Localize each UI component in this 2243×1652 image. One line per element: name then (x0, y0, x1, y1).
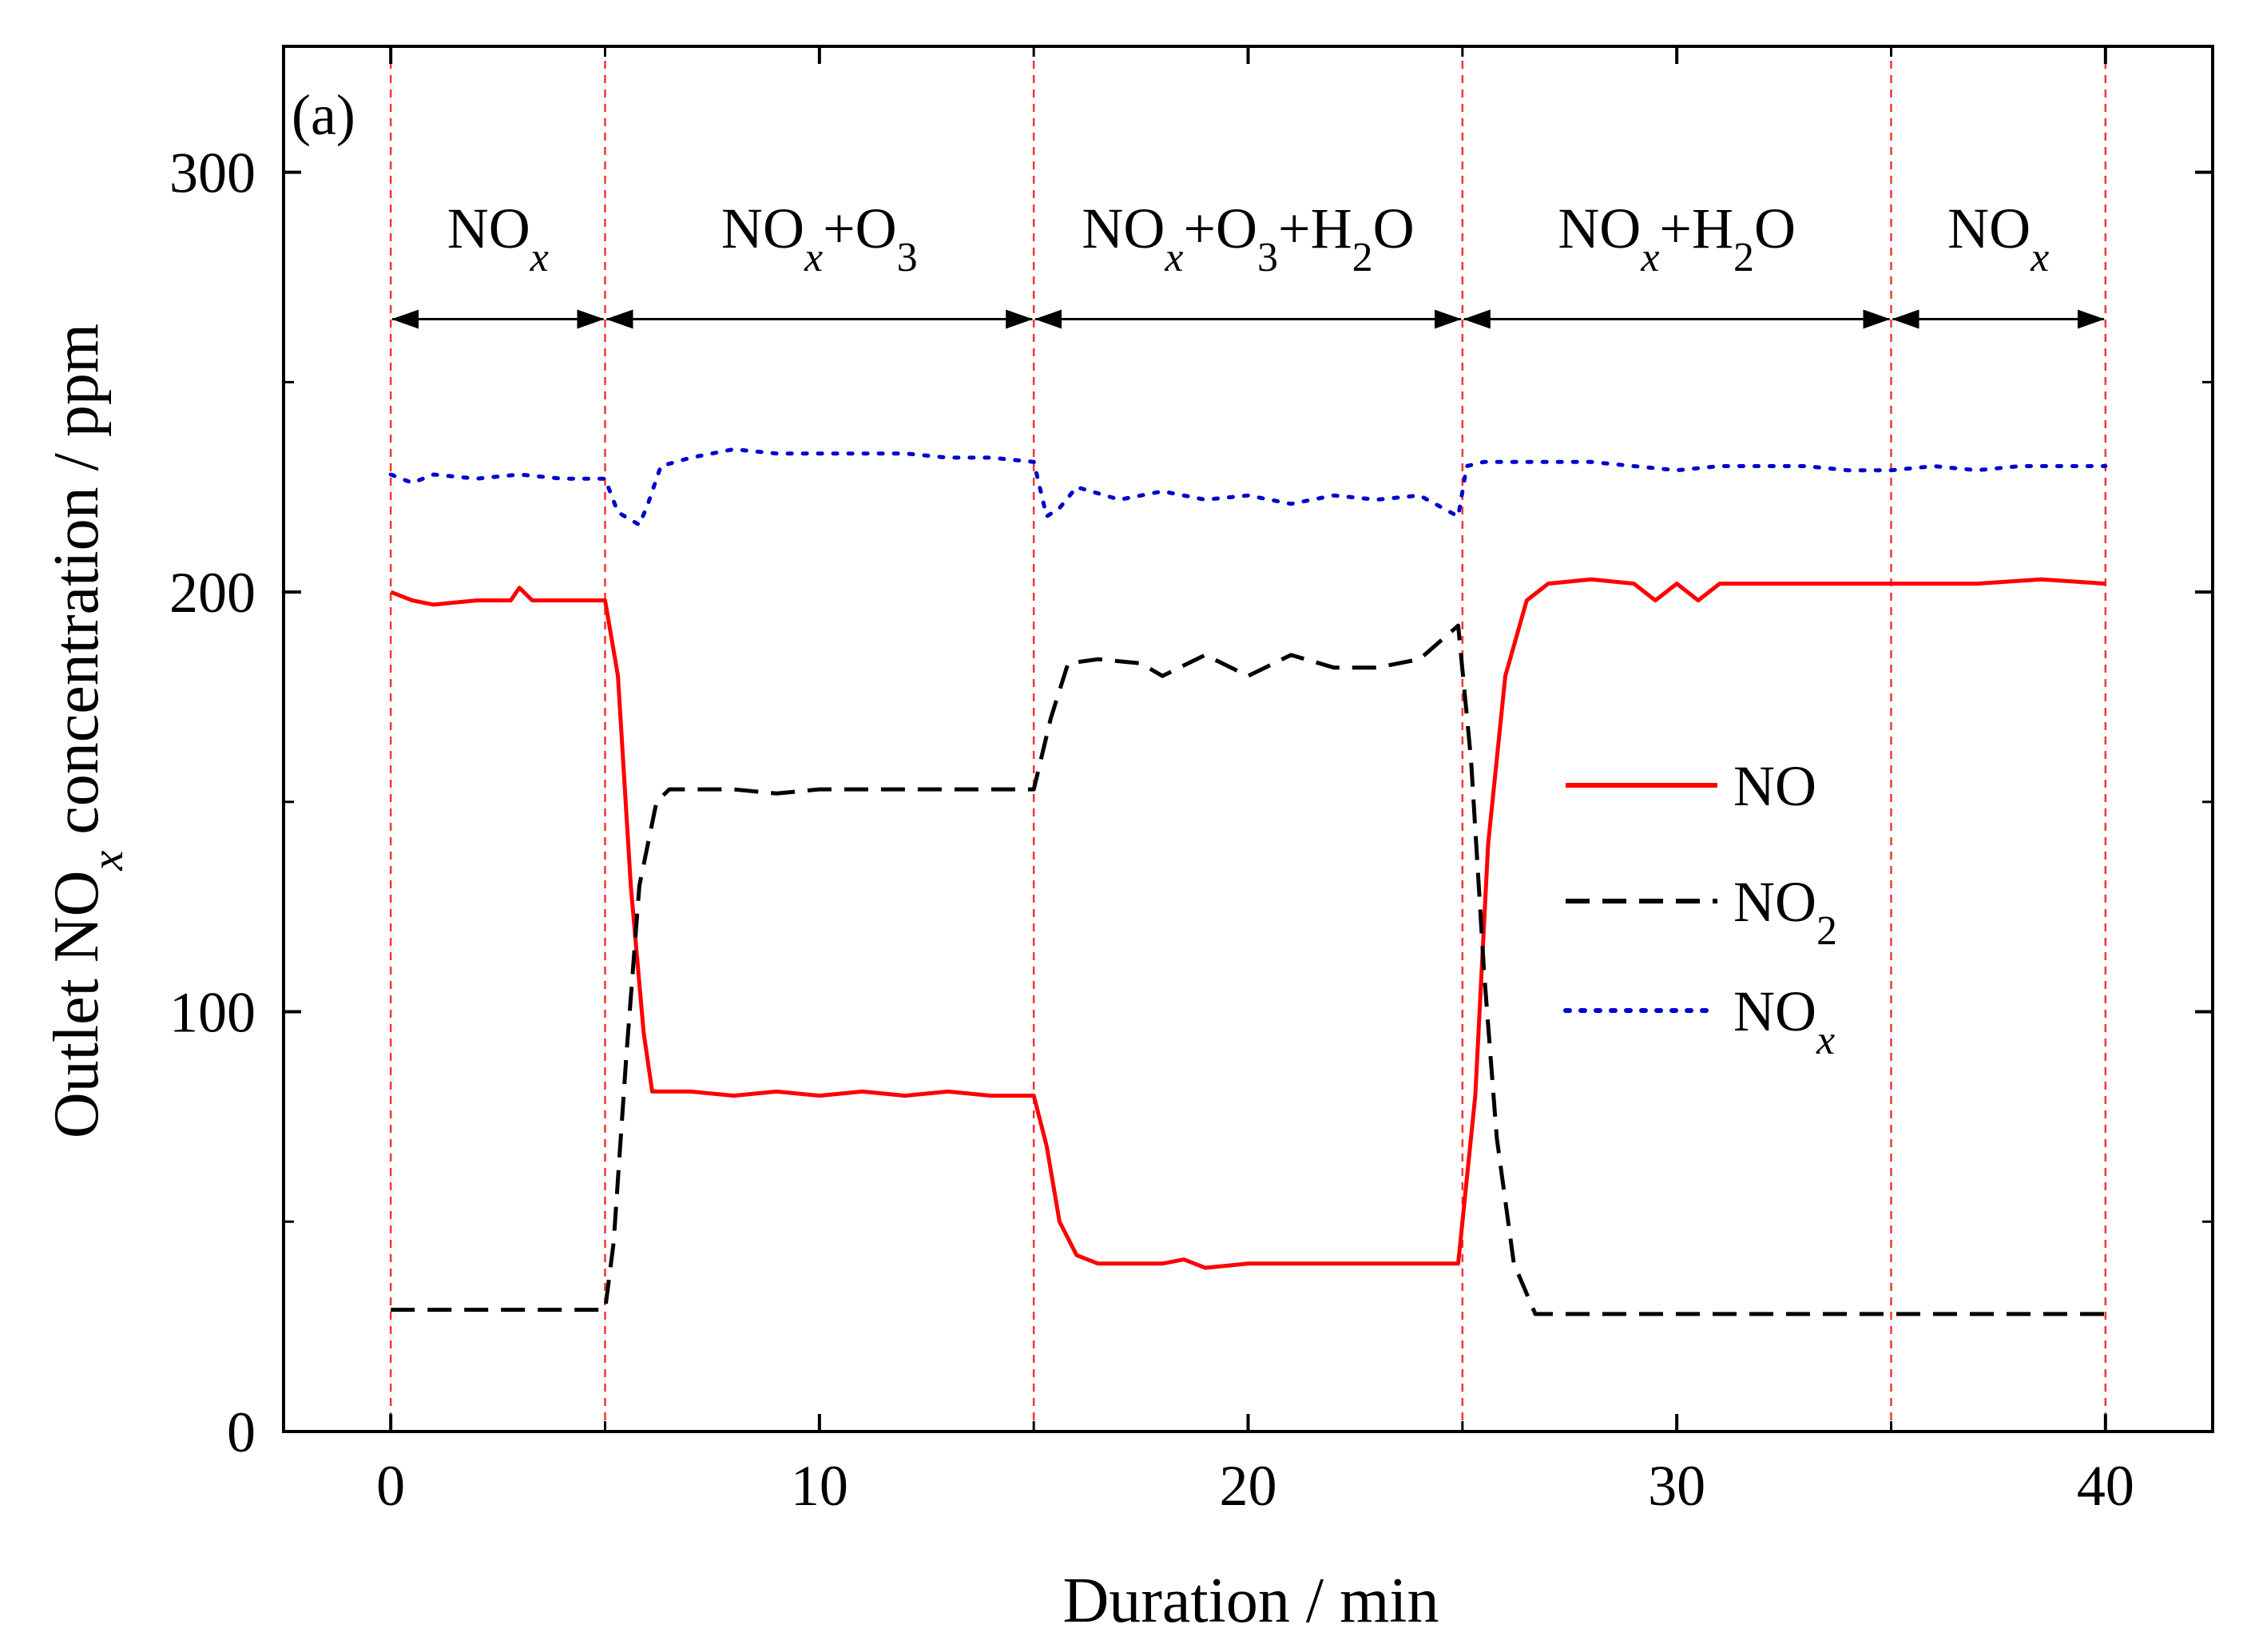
text-part: 2 (1352, 235, 1373, 280)
series-line-no2 (391, 623, 2106, 1316)
x-tick-label: 40 (2077, 1454, 2134, 1518)
text-part: x (1816, 1018, 1835, 1063)
text-part: 2 (1733, 235, 1754, 280)
text-part: x (530, 235, 549, 280)
y-tick-label: 200 (169, 561, 256, 625)
legend-label-no2: NO2 (1733, 870, 1837, 954)
tick-labels: 0 10 20 30 40 0 100 200 300 (169, 141, 2134, 1518)
text-part: x (804, 235, 823, 280)
y-tick-label: 0 (227, 1400, 256, 1464)
series-line-nox (388, 447, 2108, 527)
phase-label: NOx+H2O (1558, 197, 1796, 280)
text-part: NO (721, 197, 804, 260)
phase-boundaries (389, 46, 2107, 1432)
text-part: 3 (897, 235, 918, 280)
y-tick-label: 100 (169, 981, 256, 1045)
phase-labels: NOx NOx+O3 NOx+O3+H2O NOx+H2O NOx (447, 197, 2049, 280)
panel-label: (a) (292, 83, 355, 147)
text-part: NO (1733, 870, 1816, 934)
x-tick-label: 10 (791, 1454, 848, 1518)
series-line-no (390, 577, 2106, 1270)
text-part: 3 (1257, 235, 1278, 280)
text-part: +O (823, 197, 897, 260)
text-part: +H (1278, 197, 1352, 260)
y-axis-title-tail: concentration / ppm (42, 324, 112, 851)
y-axis-title: Outlet NOx concentration / ppm (42, 324, 133, 1138)
text-part: +H (1659, 197, 1733, 260)
y-axis-title-sub: x (83, 851, 133, 872)
phase-label: NOx (1947, 197, 2049, 280)
text-part: NO (1947, 197, 2031, 260)
y-tick-label: 300 (169, 141, 256, 205)
y-axis-title-main: Outlet NO (42, 871, 112, 1139)
text-part: NO (447, 197, 530, 260)
x-tick-label: 20 (1220, 1454, 1277, 1518)
axis-ticks (284, 46, 2213, 1433)
text-part: x (1640, 235, 1659, 280)
legend-label-nox: NOx (1733, 979, 1835, 1063)
text-part: x (2030, 235, 2049, 280)
text-part: O (1754, 197, 1796, 260)
text-part: O (1373, 197, 1415, 260)
text-part: NO (1558, 197, 1641, 260)
x-tick-label: 0 (376, 1454, 405, 1518)
text-part: NO (1733, 979, 1816, 1043)
text-part: NO (1733, 754, 1816, 818)
x-tick-label: 30 (1648, 1454, 1705, 1518)
series-layer (388, 447, 2108, 1316)
text-part: NO (1082, 197, 1165, 260)
legend-label-no: NO (1733, 754, 1816, 818)
x-axis-title: Duration / min (1062, 1566, 1439, 1636)
phase-label: NOx+O3 (721, 197, 918, 280)
phase-label: NOx (447, 197, 549, 280)
text-part: +O (1183, 197, 1257, 260)
phase-label: NOx+O3+H2O (1082, 197, 1414, 280)
text-part: 2 (1816, 908, 1837, 954)
text-part: x (1164, 235, 1183, 280)
